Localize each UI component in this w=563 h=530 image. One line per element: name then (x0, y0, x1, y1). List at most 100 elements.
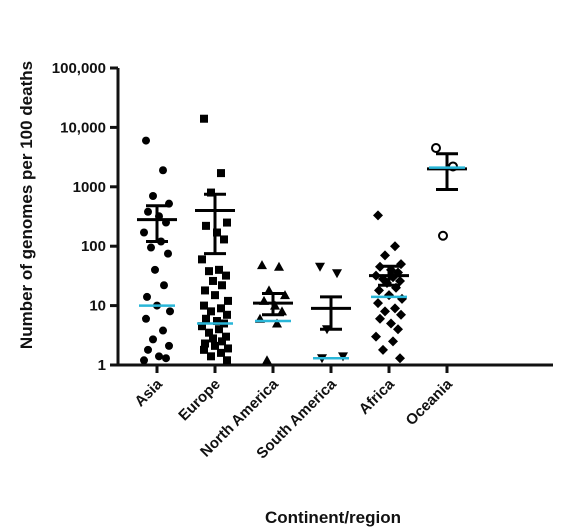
data-point (223, 218, 231, 227)
x-category-label: Africa (356, 375, 399, 418)
data-point (211, 291, 219, 300)
data-point (144, 207, 152, 216)
data-point (395, 275, 405, 286)
x-category-label: Oceania (403, 375, 457, 429)
data-point (338, 352, 348, 362)
data-point (213, 228, 221, 237)
y-axis-title: Number of genomes per 100 deaths (17, 61, 36, 349)
data-point (198, 322, 206, 331)
data-point (200, 345, 208, 354)
data-point (384, 290, 394, 301)
data-point (155, 352, 163, 361)
data-point (378, 344, 388, 355)
data-point (223, 356, 231, 365)
data-point (201, 286, 209, 295)
data-point (201, 339, 209, 348)
data-point (159, 166, 167, 175)
data-point (431, 142, 441, 153)
data-point (220, 235, 228, 244)
x-category-label: Europe (175, 376, 224, 425)
data-point (205, 267, 213, 276)
data-point (218, 337, 226, 346)
data-point (217, 348, 225, 357)
data-point (332, 269, 342, 279)
data-point (142, 136, 150, 145)
data-point (215, 325, 223, 334)
data-point (217, 304, 225, 313)
data-point (217, 169, 225, 178)
data-point (147, 243, 155, 252)
data-point (159, 326, 167, 335)
data-point (257, 260, 267, 270)
data-point (280, 290, 290, 300)
data-point (207, 307, 215, 316)
data-point (149, 335, 157, 344)
data-point (374, 285, 384, 296)
data-point (397, 293, 407, 304)
data-point (198, 255, 206, 264)
data-point (213, 317, 221, 326)
y-tick-label: 10 (89, 298, 106, 315)
data-point (140, 228, 148, 237)
data-point (222, 332, 230, 341)
x-category-label: Asia (131, 375, 166, 410)
data-point (215, 265, 223, 274)
y-tick-label: 1000 (73, 179, 106, 196)
data-point (395, 353, 405, 364)
data-point (396, 309, 406, 320)
data-point (200, 114, 208, 123)
data-point (380, 250, 390, 261)
data-point (164, 249, 172, 258)
data-point (151, 265, 159, 274)
data-point (272, 318, 282, 328)
data-point (165, 341, 173, 350)
data-point (375, 313, 385, 324)
data-point (390, 303, 400, 314)
data-point (142, 314, 150, 323)
data-point (390, 241, 400, 252)
data-point (438, 230, 448, 241)
data-point (202, 314, 210, 323)
data-point (274, 261, 284, 271)
y-ticks: 1 10 100 1000 10,000 100,000 (52, 60, 118, 374)
y-tick-label: 10,000 (60, 119, 106, 136)
data-point (166, 307, 174, 316)
x-axis-title: Continent/region (265, 508, 401, 527)
data-point (140, 356, 148, 365)
data-point (262, 355, 272, 365)
data-point (224, 344, 232, 353)
data-point (211, 341, 219, 350)
y-tick-label: 100 (81, 238, 106, 255)
data-point (149, 192, 157, 201)
y-tick-label: 1 (98, 357, 106, 374)
data-point (209, 334, 217, 343)
data-point (373, 210, 383, 221)
data-point (143, 292, 151, 301)
data-point (386, 318, 396, 329)
summary-lines (137, 152, 467, 360)
data-point (218, 281, 226, 290)
data-point (371, 331, 381, 342)
data-point (209, 276, 217, 285)
data-point (222, 271, 230, 280)
data-point (205, 328, 213, 337)
data-point (373, 298, 383, 309)
data-point (202, 221, 210, 230)
data-point (144, 345, 152, 354)
data-point (380, 306, 390, 317)
data-point (207, 188, 215, 197)
data-point (315, 262, 325, 272)
data-point (393, 324, 403, 335)
data-point (200, 301, 208, 310)
data-points (140, 114, 458, 365)
data-point (223, 310, 231, 319)
data-point (388, 336, 398, 347)
data-point (162, 354, 170, 363)
data-point (277, 306, 287, 316)
data-point (207, 352, 215, 361)
data-point (160, 281, 168, 290)
y-tick-label: 100,000 (52, 60, 106, 77)
data-point (224, 296, 232, 305)
